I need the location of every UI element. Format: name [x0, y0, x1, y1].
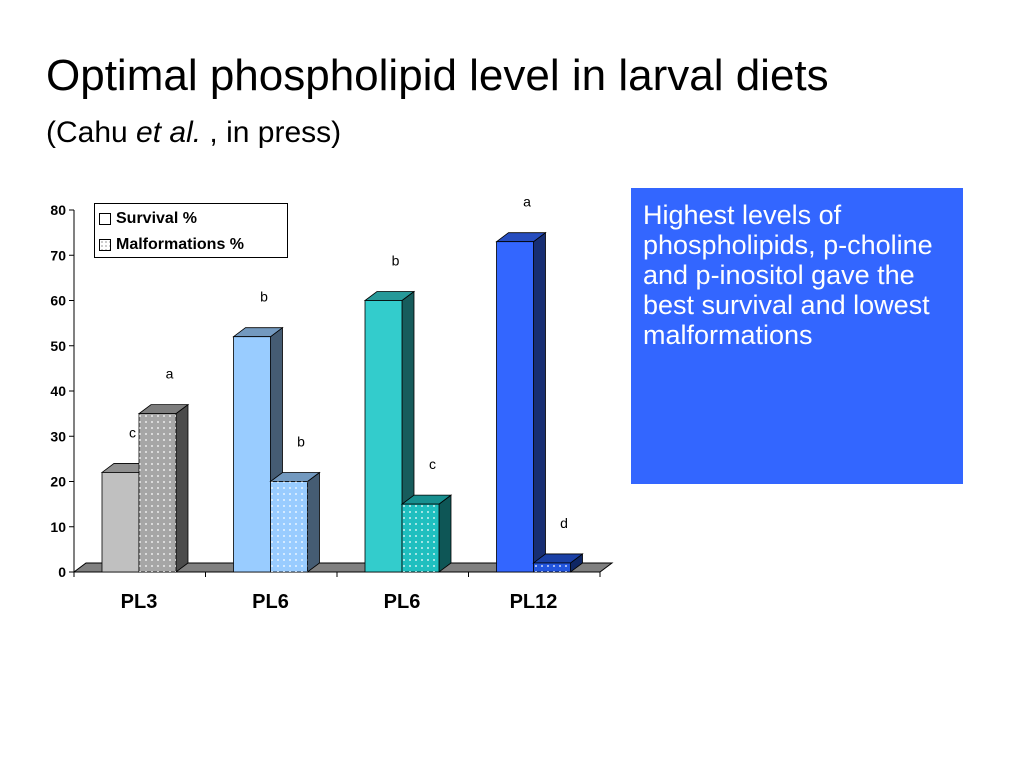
x-category-label: PL3 [121, 591, 158, 613]
chart-legend: Survival % Malformations % [94, 203, 288, 258]
y-tick-label: 70 [50, 247, 66, 263]
bar-survival [495, 231, 547, 573]
legend-swatch-malformations [99, 239, 111, 251]
label-malformations-letter: a [166, 366, 174, 382]
bar-malformations [137, 403, 190, 573]
y-tick-label: 60 [50, 293, 66, 309]
subtitle-prefix: (Cahu [46, 116, 137, 149]
y-tick-label: 80 [50, 202, 66, 218]
y-tick-label: 20 [50, 474, 66, 490]
x-category-label: PL6 [384, 591, 421, 613]
y-tick-label: 40 [50, 383, 66, 399]
label-survival-letter: c [129, 424, 136, 440]
slide-subtitle: (Cahu et al. , in press) [46, 114, 341, 152]
y-tick-label: 50 [50, 338, 66, 354]
label-malformations-letter: d [560, 515, 568, 531]
x-category-label: PL6 [252, 591, 289, 613]
legend-swatch-survival [99, 213, 111, 225]
y-tick-label: 30 [50, 428, 66, 444]
bar-survival [232, 326, 284, 573]
legend-label-malformations: Malformations % [116, 236, 245, 253]
subtitle-italic: et al. [136, 116, 202, 149]
x-category-label: PL12 [510, 591, 558, 613]
bar-malformations [400, 494, 453, 573]
label-survival-letter: a [523, 194, 531, 210]
y-tick-label: 0 [58, 564, 66, 580]
subtitle-suffix: , in press) [201, 116, 342, 149]
legend-item-malformations: Malformations % [99, 235, 244, 255]
label-survival-letter: b [392, 253, 400, 269]
label-survival-letter: b [260, 289, 268, 305]
y-tick-label: 10 [50, 519, 66, 535]
label-malformations-letter: c [429, 456, 436, 472]
legend-label-survival: Survival % [116, 210, 197, 227]
callout-text: Highest levels of phospholipids, p-choli… [643, 200, 933, 350]
label-malformations-letter: b [297, 434, 305, 450]
slide-title: Optimal phospholipid level in larval die… [46, 51, 829, 100]
callout-box: Highest levels of phospholipids, p-choli… [631, 188, 963, 484]
bar-malformations [532, 553, 584, 573]
legend-item-survival: Survival % [99, 209, 197, 229]
bar-malformations [269, 471, 321, 573]
